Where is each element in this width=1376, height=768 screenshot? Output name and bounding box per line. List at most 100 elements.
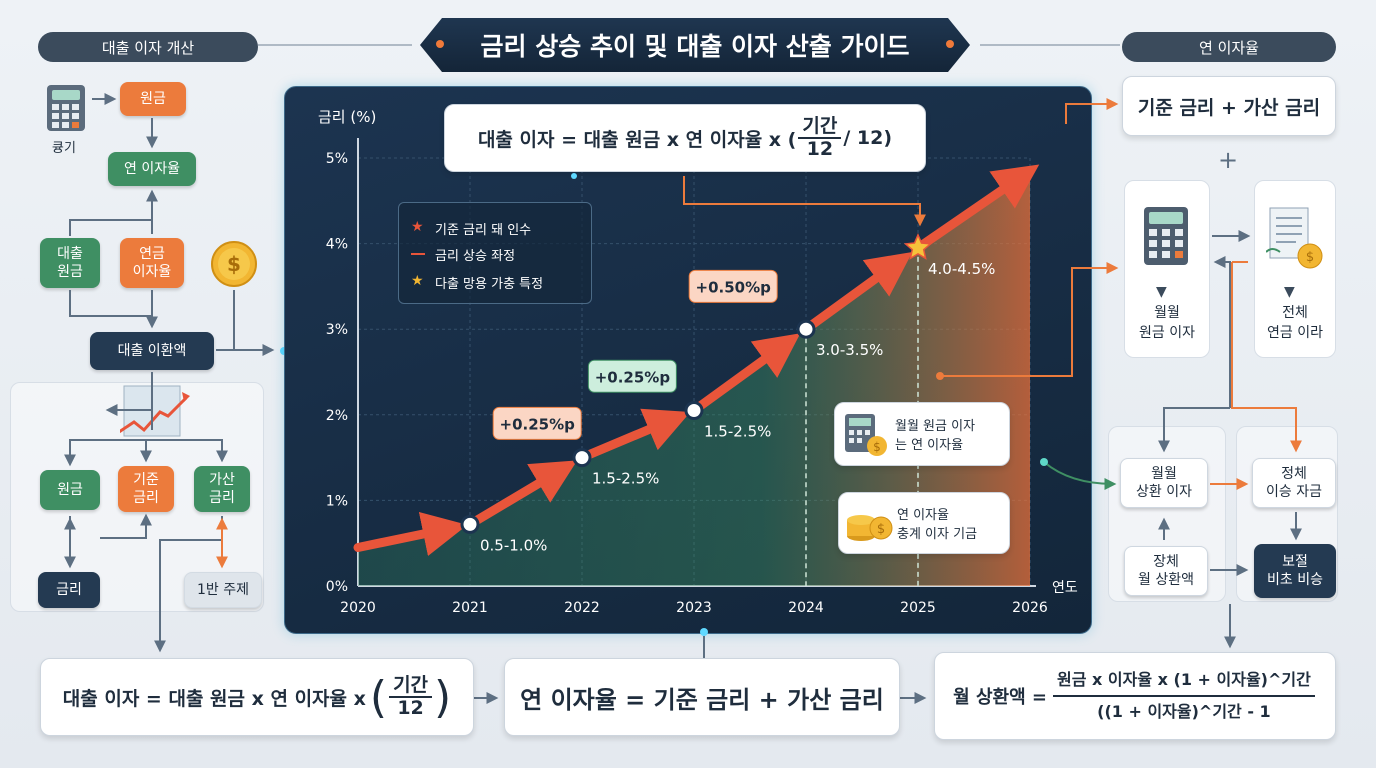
data-point [572,448,592,468]
bottom-formula-1-lhs: 대출 이자 = 대출 원금 x 연 이자율 x [62,687,366,710]
y-tick-label: 3% [326,322,348,338]
monthly-interest-label: 월월 원금 이자 [1139,305,1195,341]
left-flow-arrows [64,93,288,653]
down-arrow-icon-2: ▼ [1284,284,1295,300]
point-label: 0.5-1.0% [480,536,547,554]
annual-rate-box: 연 이자율 [108,152,196,186]
svg-text:$: $ [873,440,881,454]
sub-add-rate-box: 가산 금리 [194,466,250,512]
chart-formula-den: 12 [806,138,834,160]
x-tick-label: 2020 [340,600,376,616]
chart-legend: ★ 기준 금리 돼 인수 금리 상승 좌정 ★ 다출 망용 가충 특정 [398,202,592,304]
calculator-coin-icon: $ [845,414,887,456]
fixed-monthly-box: 장체 월 상환액 [1124,546,1208,596]
calculator-icon [46,84,86,136]
document-coin-icon: $ [1265,206,1326,276]
legend-item-2: 금리 상승 좌정 [435,249,516,264]
principal-box: 원금 [120,82,186,116]
y-axis-label: 금리 (%) [318,108,376,126]
total-annual-label: 전체 연금 이라 [1267,305,1323,341]
right-calculator-icon [1143,206,1189,270]
legend-item-3: 다출 망용 가충 특정 [435,277,544,292]
y-tick-label: 0% [326,579,348,595]
monthly-repay-interest-box: 월월 상환 이자 [1120,458,1208,508]
svg-text:$: $ [877,522,885,537]
rate-line-segment [689,333,801,416]
bottom-formula-1: 대출 이자 = 대출 원금 x 연 이자율 x ( 기간 12 ) [40,658,474,736]
point-label: 1.5-2.5% [704,423,771,441]
annual-callout: $ 연 이자율 충계 이자 기금 [838,492,1010,554]
x-tick-label: 2021 [452,600,488,616]
data-point-star [903,233,933,260]
x-tick-label: 2024 [788,600,824,616]
rate-area [358,170,1030,586]
supplement-box: 보절 비초 비승 [1254,544,1336,598]
calc-label: 큥기 [52,141,76,156]
data-point [684,401,704,421]
bottom-formula-2: 연 이자율 = 기준 금리 + 가산 금리 [504,658,900,736]
x-axis-label: 연도 [1052,580,1078,596]
bottom-formula-3-fraction: 원금 x 이자율 x (1 + 이자율)^기간 ((1 + 이자율)^기간 - 1 [1053,671,1315,720]
paren-open: ( [369,671,388,723]
left-panel-header: 대출 이자 개산 [38,32,258,62]
rate-box: 금리 [38,572,100,608]
bottom-formula-3-num: 원금 x 이자율 x (1 + 이자율)^기간 [1053,671,1315,697]
change-badge [492,406,582,440]
change-label: +0.50%p [696,278,772,296]
bottom-formula-3: 월 상환액 = 원금 x 이자율 x (1 + 이자율)^기간 ((1 + 이자율… [934,652,1336,740]
y-tick-label: 1% [326,493,348,509]
point-label: 3.0-3.5% [816,341,883,359]
sub-base-rate-box: 기준 금리 [118,466,174,512]
point-label: 1.5-2.5% [592,470,659,488]
legend-item-1: 기준 금리 돼 인수 [435,223,532,238]
rate-line-segment [913,164,1040,253]
rate-line-segment [801,251,913,334]
half-subject-box: 1반 주제 [184,572,262,608]
chart-formula-rhs: / 12) [843,127,893,149]
x-tick-label: 2026 [1012,600,1048,616]
bottom-formula-1-den: 12 [397,697,424,719]
stagnant-box: 정체 이승 자금 [1252,458,1336,508]
point-label: 4.0-4.5% [928,260,995,278]
coin-stack-icon: $ [847,515,893,541]
svg-text:$: $ [1306,250,1314,265]
legend-gold-star-icon: ★ [411,273,424,289]
page-title: 금리 상승 추이 및 대출 이자 산출 가이드 [420,18,970,72]
rate-line-segment [577,408,691,463]
svg-text:$: $ [227,252,241,276]
y-tick-label: 5% [326,151,348,167]
monthly-callout-text: 월월 원금 이자 는 연 이자율 [895,419,976,453]
bottom-formula-1-num: 기간 [389,675,433,698]
rate-chart: 0% 1% 2% 3% 4% 5% 2020 2021 2022 2023 2024 2025 2026… [318,108,1078,616]
bottom-formula-3-lhs: 월 상환액 = [953,687,1047,708]
down-arrow-icon-1: ▼ [1156,284,1167,300]
chart-formula-fraction: 기간 12 [798,116,842,160]
monthly-callout: $ 월월 원금 이자 는 연 이자율 [834,402,1010,466]
data-point [796,319,816,339]
change-label: +0.25%p [500,415,576,433]
title-right-dot [946,40,954,48]
y-tick-label: 4% [326,237,348,253]
loan-amount-box: 대출 이환액 [90,332,214,370]
annual-interest-box: 연금 이자율 [120,238,184,288]
rate-line-segment [465,460,578,529]
legend-line-icon [411,253,425,255]
x-tick-label: 2023 [676,600,712,616]
change-badge [587,359,677,393]
rate-sum-card: 기준 금리 + 가산 금리 [1122,76,1336,136]
title-left-dot [436,40,444,48]
x-tick-label: 2022 [564,600,600,616]
paren-close: ) [434,671,452,723]
chart-formula-num: 기간 [798,116,842,139]
change-badge [688,269,778,303]
x-tick-label: 2025 [900,600,936,616]
plus-sign: + [1218,146,1239,174]
annual-callout-text: 연 이자율 충계 이자 기금 [897,508,978,542]
chart-formula-lhs: 대출 이자 = 대출 원금 x 연 이자율 x ( [477,128,797,151]
bottom-formula-3-den: ((1 + 이자율)^기간 - 1 [1097,702,1271,721]
change-label: +0.25%p [595,368,671,386]
data-point [460,514,480,534]
coin-icon: $ [210,240,258,292]
right-panel-header: 연 이자율 [1122,32,1336,62]
